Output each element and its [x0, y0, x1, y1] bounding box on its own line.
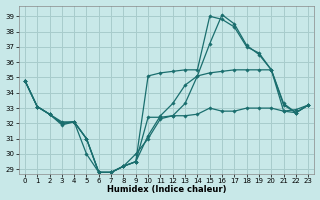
X-axis label: Humidex (Indice chaleur): Humidex (Indice chaleur)	[107, 185, 226, 194]
